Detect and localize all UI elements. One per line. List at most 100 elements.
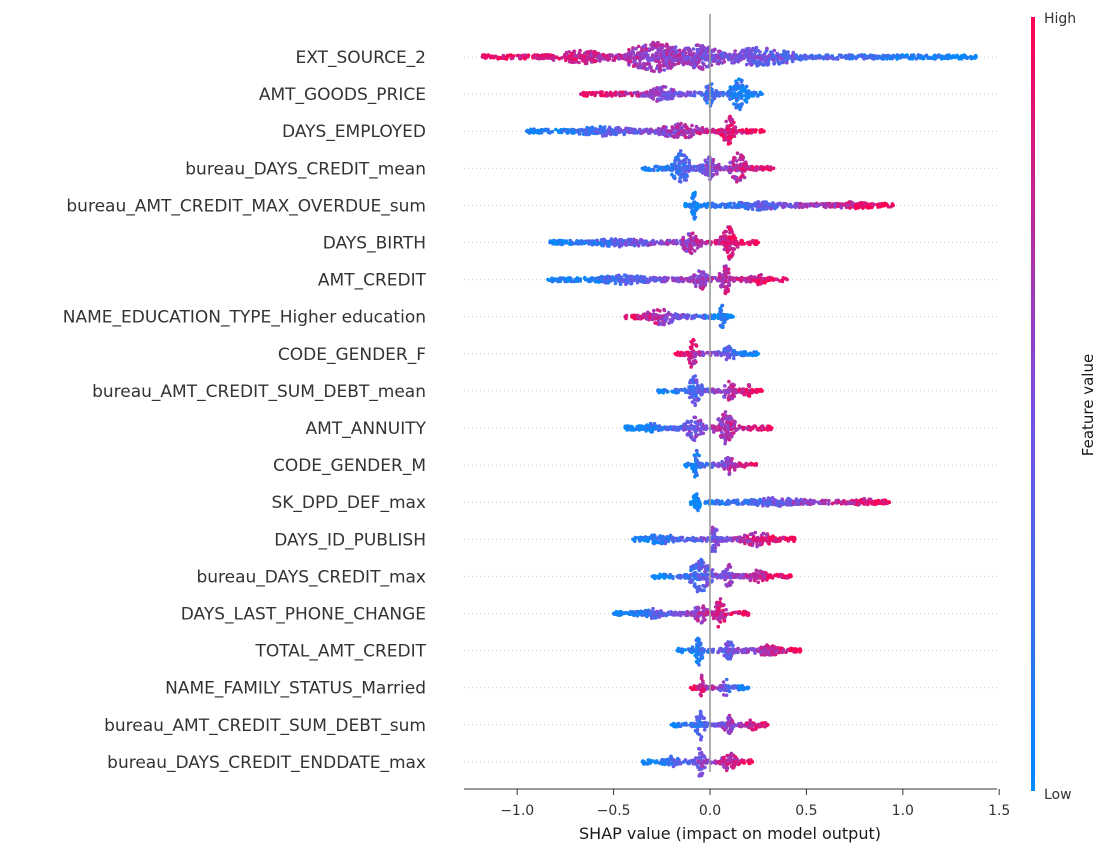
shap-point	[608, 53, 612, 57]
shap-point	[728, 129, 732, 134]
shap-point	[653, 93, 657, 97]
shap-point	[574, 54, 578, 58]
shap-point	[703, 94, 708, 98]
shap-point	[765, 46, 769, 51]
shap-point	[719, 310, 723, 314]
shap-point	[744, 162, 748, 166]
shap-point	[699, 244, 703, 248]
shap-point	[732, 155, 736, 160]
shap-point	[627, 62, 631, 67]
shap-point	[810, 53, 814, 58]
shap-point	[694, 378, 699, 383]
shap-point	[775, 58, 780, 62]
shap-point	[715, 61, 720, 66]
shap-point	[584, 132, 588, 137]
shap-point	[721, 317, 725, 322]
shap-point	[606, 240, 611, 244]
shap-point	[695, 398, 699, 402]
shap-point	[606, 280, 611, 284]
shap-point	[691, 231, 695, 235]
shap-point	[664, 56, 669, 60]
shap-point	[685, 243, 689, 248]
shap-point	[636, 243, 641, 248]
shap-point	[656, 92, 661, 96]
shap-point	[705, 56, 710, 61]
shap-point	[740, 157, 745, 161]
shap-point	[748, 167, 753, 171]
shap-point	[728, 346, 733, 351]
shap-point	[646, 67, 650, 71]
shap-point	[736, 168, 740, 173]
shap-point	[624, 279, 629, 283]
shap-point	[712, 53, 717, 58]
shap-point	[698, 279, 703, 284]
shap-point	[577, 60, 581, 65]
shap-point	[583, 275, 587, 280]
shap-point	[790, 53, 795, 58]
shap-point	[590, 242, 595, 247]
shap-point	[636, 93, 641, 98]
shap-point	[623, 314, 627, 319]
shap-point	[688, 275, 693, 280]
shap-point	[525, 129, 529, 133]
shap-point	[723, 288, 728, 293]
shap-point	[640, 275, 645, 279]
shap-point	[814, 203, 818, 208]
shap-point	[532, 127, 536, 131]
shap-point	[719, 52, 723, 57]
shap-point	[657, 277, 662, 282]
shap-point	[652, 308, 656, 313]
shap-point	[667, 65, 672, 70]
shap-point	[700, 384, 704, 389]
shap-point	[730, 253, 735, 257]
shap-point	[664, 92, 668, 97]
shap-point	[807, 56, 812, 60]
feature-dots-row	[548, 225, 760, 261]
shap-point	[504, 57, 509, 61]
shap-point	[510, 56, 515, 60]
shap-point	[724, 229, 728, 234]
shap-point	[732, 349, 736, 353]
shap-point	[720, 303, 725, 308]
shap-point	[694, 284, 698, 289]
shap-point	[680, 132, 684, 137]
shap-point	[696, 53, 700, 58]
shap-point	[693, 208, 698, 213]
shap-point	[725, 205, 729, 209]
shap-point	[680, 279, 685, 284]
shap-point	[692, 385, 696, 389]
shap-point	[673, 164, 678, 168]
shap-point	[704, 64, 709, 69]
shap-point	[656, 389, 660, 393]
shap-point	[884, 54, 888, 58]
shap-point	[955, 53, 959, 58]
shap-point	[567, 50, 571, 54]
shap-point	[744, 62, 749, 67]
shap-point	[634, 131, 639, 135]
shap-point	[557, 238, 562, 243]
feature-dots-row	[673, 337, 760, 369]
feature-dots-row	[640, 149, 776, 184]
shap-point	[781, 52, 786, 57]
shap-point	[778, 55, 782, 60]
shap-point	[667, 47, 671, 51]
feature-dots-row	[623, 410, 774, 446]
shap-point	[772, 48, 777, 53]
shap-point	[501, 53, 506, 58]
shap-point	[701, 353, 706, 358]
shap-point	[740, 239, 744, 243]
shap-point	[749, 240, 754, 245]
shap-point	[671, 166, 675, 171]
shap-point	[646, 57, 651, 62]
shap-point	[580, 58, 585, 63]
shap-point	[728, 160, 732, 165]
shap-point	[674, 156, 678, 160]
shap-point	[632, 91, 636, 95]
shap-point	[731, 87, 736, 92]
shap-point	[633, 57, 637, 62]
shap-point	[666, 242, 670, 246]
shap-point	[526, 53, 531, 58]
shap-point	[861, 206, 865, 210]
shap-point	[629, 56, 634, 60]
shap-point	[683, 94, 688, 98]
